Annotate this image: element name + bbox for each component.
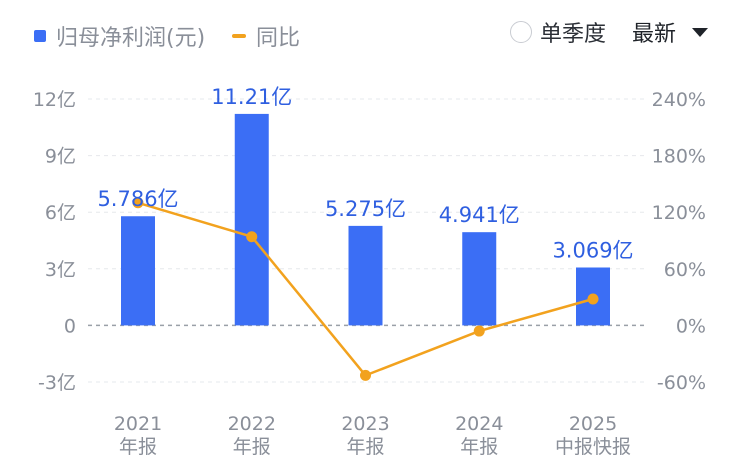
left-tick-label: 6亿: [45, 202, 76, 224]
right-tick-label: 240%: [652, 89, 706, 111]
legend-bar-label: 归母净利润(元): [56, 26, 206, 51]
grid-lines: [88, 98, 645, 383]
bar-series: [121, 113, 610, 326]
bar-data-label: 3.069亿: [552, 238, 633, 262]
line-series: [132, 197, 599, 381]
legend-bar-swatch: [34, 30, 46, 42]
period-dropdown[interactable]: 最新: [632, 16, 708, 48]
legend-line-swatch: [232, 34, 246, 38]
category-period-label: 年报: [233, 436, 271, 458]
bar-data-label: 5.786亿: [97, 187, 178, 211]
period-dropdown-label: 最新: [631, 22, 676, 47]
category-year-label: 2022: [228, 413, 276, 435]
bar: [348, 225, 383, 326]
left-tick-label: -3亿: [38, 372, 76, 394]
chart-controls: 单季度 最新: [509, 16, 708, 48]
yoy-point: [473, 325, 485, 337]
yoy-point: [132, 197, 144, 209]
category-year-label: 2021: [114, 413, 162, 435]
left-tick-label: 9亿: [45, 146, 76, 168]
category-period-label: 年报: [346, 436, 384, 458]
yoy-point: [360, 369, 371, 381]
yoy-point: [587, 293, 599, 305]
category-year-label: 2023: [341, 413, 389, 435]
left-tick-label: 0: [64, 315, 76, 337]
category-period-label: 中报快报: [555, 436, 631, 458]
left-axis: 12亿 9亿 6亿 3亿 0 -3亿: [33, 89, 76, 394]
yoy-point: [246, 231, 258, 243]
legend-line-label: 同比: [256, 26, 301, 51]
data-labels: 5.786亿 11.21亿 5.275亿 4.941亿 3.069亿: [97, 85, 633, 263]
category-year-label: 2024: [455, 413, 503, 435]
bar-data-label: 11.21亿: [211, 85, 292, 109]
radio-circle-icon[interactable]: [509, 21, 532, 43]
category-period-label: 年报: [460, 436, 498, 458]
bar: [462, 232, 497, 326]
right-tick-label: 0%: [676, 315, 706, 337]
bar-data-label: 4.941亿: [439, 203, 520, 227]
right-tick-label: 120%: [652, 202, 706, 224]
chart-header: 归母净利润(元) 同比 单季度 最新: [0, 0, 738, 72]
left-tick-label: 12亿: [33, 89, 76, 111]
bar: [121, 216, 155, 326]
right-tick-label: -60%: [657, 372, 706, 394]
legend-line: 同比: [232, 20, 300, 52]
single-quarter-toggle[interactable]: 单季度: [509, 16, 606, 48]
bar: [234, 113, 269, 326]
caret-down-icon[interactable]: [692, 27, 708, 37]
category-period-label: 年报: [119, 436, 157, 458]
right-axis: 240% 180% 120% 60% 0% -60%: [652, 89, 706, 394]
left-tick-label: 3亿: [45, 259, 76, 281]
right-tick-label: 180%: [652, 146, 706, 168]
category-year-label: 2025: [569, 413, 617, 435]
right-tick-label: 60%: [664, 259, 706, 281]
single-quarter-label: 单季度: [539, 22, 606, 47]
legend-bar: 归母净利润(元): [34, 20, 205, 52]
bar-data-label: 5.275亿: [325, 197, 406, 221]
